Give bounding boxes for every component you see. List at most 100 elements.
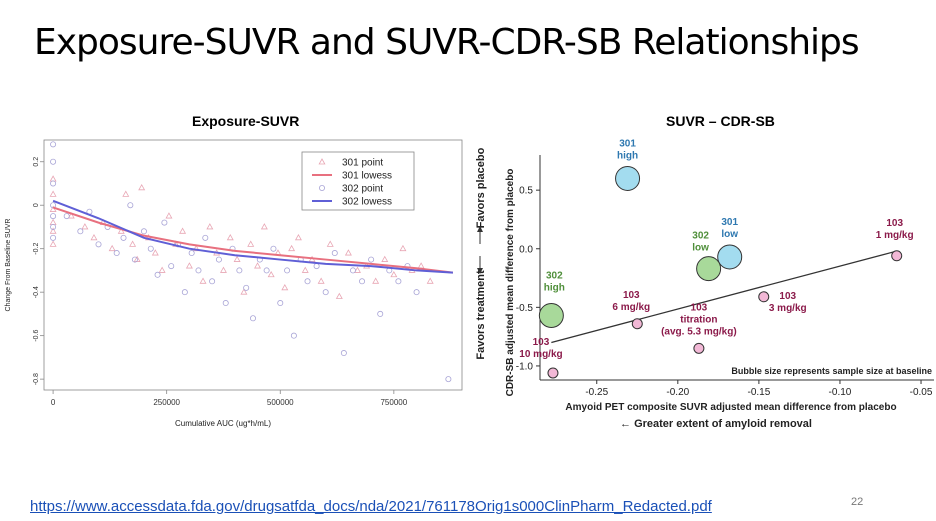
bubble-label: 103 (691, 302, 708, 313)
series-302-point (249, 315, 256, 322)
series-302-point (243, 284, 250, 291)
series-301-point (165, 212, 173, 219)
bubble-label: high (617, 150, 638, 161)
series-301-point (390, 270, 398, 278)
x-tick-label: 750000 (380, 398, 407, 407)
series-301-point (117, 227, 125, 234)
series-302-point (215, 256, 222, 263)
favors-placebo-arrowhead (477, 226, 483, 232)
x-tick-label: -0.20 (666, 387, 689, 398)
series-301-point (260, 223, 268, 230)
source-link[interactable]: https://www.accessdata.fda.gov/drugsatfd… (30, 498, 712, 515)
series-301-point (158, 266, 166, 273)
bubble-label: 103 (533, 337, 550, 348)
x-tick-label: -0.15 (747, 387, 770, 398)
series-301-point (399, 244, 407, 252)
series-301-point (344, 249, 352, 256)
series-301-point (81, 223, 89, 230)
series-302-point (140, 228, 147, 235)
series-302-point (161, 219, 168, 226)
plot-frame (43, 139, 463, 391)
slide-title: Exposure-SUVR and SUVR-CDR-SB Relationsh… (34, 22, 860, 63)
series-302-point (209, 278, 216, 285)
301-lowess-line (52, 206, 454, 274)
x-tick-label: -0.10 (829, 387, 852, 398)
y-tick-label: -0.4 (33, 286, 40, 298)
series-302-point (413, 289, 420, 296)
series-301-point (151, 249, 159, 256)
bubble-label: 10 mg/kg (519, 349, 562, 360)
series-301-point (335, 292, 343, 299)
bubble-301-high (615, 165, 641, 191)
series-302-point (277, 300, 284, 307)
series-302-point (50, 234, 57, 241)
series-301-point (49, 190, 57, 197)
series-301-point (247, 240, 255, 247)
legend-circle-swatch (318, 185, 325, 192)
suvr-cdrsb-panel-title: SUVR – CDR-SB (666, 113, 775, 129)
bubble-302-high (538, 303, 564, 329)
x-tick-label: -0.25 (585, 387, 608, 398)
series-301-point (49, 218, 57, 226)
y-axis-label: CDR-SB adjusted mean difference from pla… (505, 169, 516, 397)
legend-label: 301 point (342, 158, 383, 169)
series-301-point (199, 277, 207, 284)
bubble-label: 3 mg/kg (769, 303, 807, 314)
series-302-point (131, 256, 138, 263)
series-302-point (445, 376, 452, 383)
exposure-suvr-chart: 0 250000 500000 750000 0.2 0 -0.2 -0.4 -0.6 -0.8 C… (5, 139, 463, 428)
bubble-label: (avg. 5.3 mg/kg) (661, 326, 737, 337)
favors-treatment-label: Favors treatment (475, 270, 487, 360)
bubble-103-6-mg-kg (631, 318, 643, 330)
bubble-label: 103 (886, 218, 903, 229)
series-302-point (50, 158, 57, 165)
series-301-point (49, 175, 57, 182)
series-302-point (290, 332, 297, 339)
series-302-point (120, 234, 127, 241)
bubble-label: 103 (623, 290, 640, 301)
series-301-point (90, 234, 98, 241)
series-301-point (233, 255, 241, 262)
series-301-point (254, 262, 262, 269)
series-301-point (67, 212, 75, 219)
series-302-point (147, 245, 154, 252)
series-301-point (326, 240, 334, 247)
series-301-point (49, 240, 57, 247)
series-302-point (349, 267, 356, 274)
series-301-point (185, 262, 193, 269)
series-302-point (313, 263, 320, 270)
series-302-point (188, 250, 195, 257)
series-302-point (50, 180, 57, 187)
bubble-label: 6 mg/kg (612, 302, 650, 313)
y-tick-label: -0.8 (33, 373, 40, 385)
series-302-point (377, 310, 384, 317)
series-301-point (219, 266, 227, 273)
series-302-point (202, 234, 209, 241)
series-301-point (133, 255, 141, 262)
exposure-suvr-panel-title: Exposure-SUVR (192, 113, 300, 129)
series-301-point (226, 234, 234, 241)
bubble-301-low (717, 244, 743, 270)
series-301-point (179, 227, 187, 234)
series-301-point (49, 227, 57, 234)
series-302-point (113, 250, 120, 257)
favors-placebo-label: Favors placebo (475, 147, 487, 228)
series-302-point (95, 241, 102, 248)
series-302-point (331, 250, 338, 257)
y-tick-label: 0.5 (519, 186, 533, 197)
x-axis-sublabel: ← Greater extent of amyloid removal (620, 418, 812, 430)
series-302-point (195, 267, 202, 274)
legend-label: 302 point (342, 184, 383, 195)
series-301-point (381, 255, 389, 262)
bubble-302-low (696, 256, 722, 282)
bubble-label: 1 mg/kg (876, 230, 914, 241)
series-301-point (240, 288, 248, 295)
bubble-103-titration-avg-5-3-mg-kg- (693, 342, 705, 354)
y-tick-label: -1.0 (516, 361, 534, 372)
series-302-point (154, 271, 161, 278)
series-302-point (77, 228, 84, 235)
favors-treatment-arrowhead (477, 268, 483, 274)
series-301-point (317, 277, 325, 284)
bubble-label: titration (680, 314, 717, 325)
bubble-103-1-mg-kg (891, 250, 903, 262)
